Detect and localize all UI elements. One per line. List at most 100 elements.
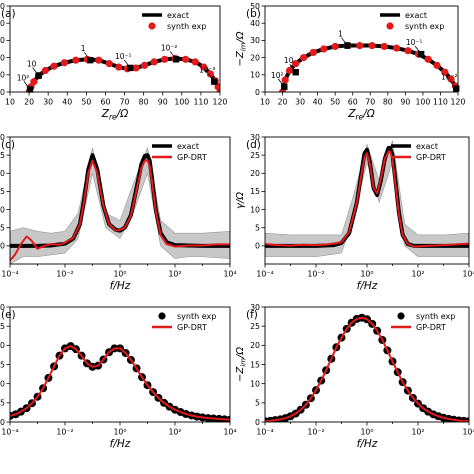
- y-tick-label: 15: [0, 360, 5, 369]
- panel-e: 10⁻⁴ 10⁻² 10⁰ 10² 10⁴ 0 5 10 15 20 25 30 f/Hz (e) synt…: [0, 303, 237, 450]
- y-tick-label: 0: [0, 242, 5, 251]
- y-tick-label: 5: [0, 224, 5, 233]
- annotation-leader: [23, 81, 31, 90]
- series-synth-exp-point: [60, 59, 69, 67]
- x-tick-label: 60: [348, 98, 358, 107]
- series-synth-exp-point: [50, 62, 58, 70]
- y-tick-label: 25: [250, 151, 260, 160]
- series-synth-exp-point: [140, 61, 149, 69]
- panel-letter: (e): [1, 309, 16, 321]
- x-tick-label: 10²: [411, 428, 424, 437]
- annotation-label: 10⁻¹: [115, 52, 132, 61]
- y-tick-label: 30: [0, 303, 5, 312]
- x-tick-label: 10⁻²: [307, 428, 324, 437]
- x-tick-label: 10⁰: [113, 428, 126, 437]
- y-tick-label: 50: [250, 2, 260, 11]
- y-tick-label: 15: [0, 187, 5, 196]
- y-tick-label: 10: [0, 205, 5, 214]
- panel-letter: (a): [1, 8, 16, 20]
- plot-area: [10, 146, 230, 264]
- series-synth-exp-point: [30, 78, 38, 86]
- y-tick-label: 20: [0, 53, 5, 62]
- x-tick-label: 10⁻²: [56, 270, 73, 279]
- decade-marker: [26, 86, 34, 93]
- series-synth-exp-point: [331, 42, 339, 51]
- axes-frame: [264, 5, 459, 93]
- series-synth-exp-point: [356, 41, 364, 50]
- y-tick-label: 25: [0, 151, 5, 160]
- series-synth-exp-point: [392, 44, 401, 52]
- series-synth-exp-point: [404, 47, 412, 55]
- annotation-leader: [169, 51, 177, 60]
- y-axis-label: −Zim/Ω: [235, 347, 248, 382]
- series-synth-exp-point: [206, 70, 215, 78]
- panel-c: 10⁻⁴ 10⁻² 10⁰ 10² 10⁴ 0 5 10 15 20 25 30 f/Hz (c) exac…: [0, 133, 237, 292]
- x-tick-label: 80: [139, 98, 149, 107]
- y-tick-label: 0: [255, 88, 260, 97]
- series-synth-exp-point: [41, 66, 49, 75]
- y-tick-label: 20: [250, 341, 260, 350]
- x-tick-label: 100: [415, 98, 430, 107]
- x-tick-label: 10⁴: [223, 428, 236, 437]
- x-tick-label: 90: [400, 98, 410, 107]
- x-tick-label: 40: [313, 98, 323, 107]
- y-tick-label: 25: [250, 322, 260, 331]
- annotation-label: 10⁻¹: [406, 38, 423, 47]
- x-tick-label: 50: [81, 98, 91, 107]
- y-axis-label: −Zim/Ω: [235, 31, 248, 66]
- plot-area: [10, 342, 230, 422]
- annotation-leader: [123, 59, 131, 69]
- annotation-label: 10⁻³: [199, 66, 216, 75]
- series-synth-exp-point: [200, 63, 208, 71]
- annotation-label: 1: [338, 30, 343, 39]
- series-synth-exp-point: [216, 88, 220, 92]
- y-tick-label: 20: [250, 169, 260, 178]
- x-tick-label: 20: [24, 98, 34, 107]
- legend-label: exact: [405, 11, 427, 20]
- y-tick-label: 30: [250, 303, 260, 312]
- series-gp-drt-line: [10, 345, 230, 421]
- y-tick-label: 10: [0, 379, 5, 388]
- x-axis-label: Zre/Ω: [347, 108, 374, 122]
- x-tick-label: 10⁴: [462, 270, 474, 279]
- annotation-leader: [414, 45, 422, 55]
- x-tick-label: 10²: [168, 270, 181, 279]
- x-tick-label: 80: [383, 98, 393, 107]
- x-tick-label: 120: [451, 98, 466, 107]
- legend-swatch: [148, 22, 156, 30]
- x-tick-label: 10²: [411, 270, 424, 279]
- x-axis-label: f/Hz: [110, 280, 131, 292]
- legend-label: GP-DRT: [416, 323, 446, 332]
- panel-letter: (b): [246, 8, 261, 20]
- x-tick-label: 10⁴: [462, 428, 474, 437]
- annotation-label: 10²: [17, 73, 30, 82]
- x-tick-label: 10²: [168, 428, 181, 437]
- panel-letter: (f): [246, 309, 258, 321]
- series-synth-exp-point: [95, 56, 103, 64]
- series-synth-exp-point: [214, 83, 220, 91]
- y-tick-label: 10: [250, 205, 260, 214]
- legend-label: synth exp: [177, 312, 216, 321]
- annotation-leader: [289, 63, 297, 73]
- y-tick-label: 0: [255, 242, 260, 251]
- y-tick-label: 30: [0, 133, 5, 142]
- y-tick-label: 0: [255, 418, 260, 427]
- legend-swatch: [386, 22, 394, 30]
- y-tick-label: 20: [0, 169, 5, 178]
- x-tick-label: 10⁰: [360, 270, 373, 279]
- annotation-leader: [341, 37, 348, 46]
- decade-marker: [211, 78, 218, 85]
- x-axis-label: Zre/Ω: [101, 108, 128, 122]
- series-synth-exp-point: [191, 58, 199, 66]
- plot-area: [265, 313, 469, 422]
- x-axis-label: f/Hz: [357, 280, 378, 292]
- y-tick-label: 20: [250, 53, 260, 62]
- series-synth-exp-point: [292, 60, 300, 68]
- legend-swatch: [397, 312, 405, 320]
- x-tick-label: 120: [213, 98, 228, 107]
- x-tick-label: 30: [43, 98, 53, 107]
- legend-swatch: [158, 312, 166, 320]
- series-synth-exp-point: [132, 64, 140, 72]
- annotation-label: 10²: [271, 71, 284, 80]
